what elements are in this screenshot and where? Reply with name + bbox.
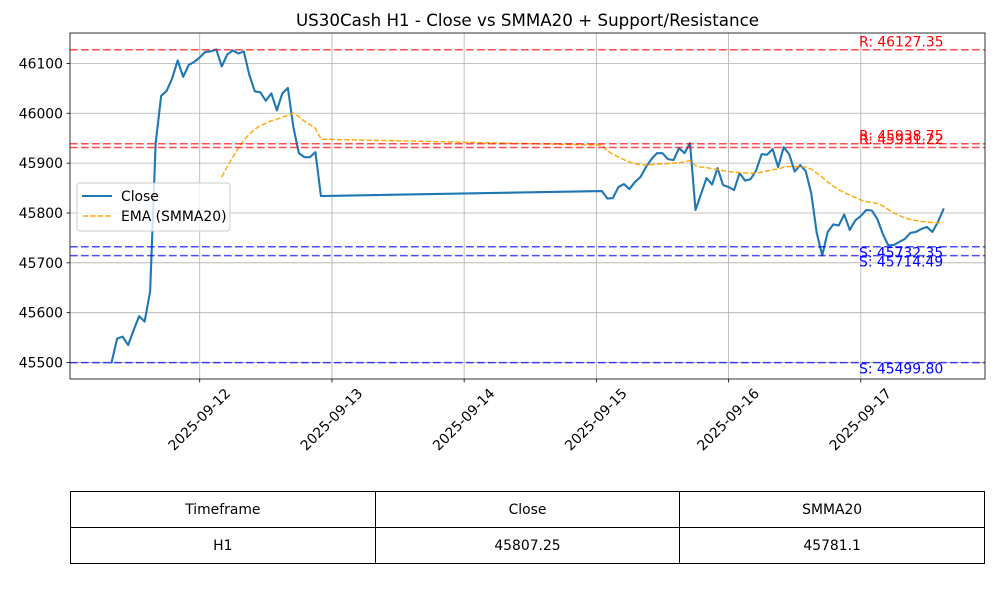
- table-header-row: Timeframe Close SMMA20: [70, 491, 985, 528]
- x-tick-label: 2025-09-14: [430, 386, 499, 455]
- ema-smma20-line: [221, 112, 944, 224]
- legend-close-label: Close: [121, 189, 159, 205]
- level-labels: R: 46127.35 R: 45938.75R: 45931.22 S: 4573…: [859, 34, 944, 377]
- y-tick-label: 45800: [19, 206, 63, 222]
- support-label: S: 45499.80: [859, 362, 943, 378]
- table-cell: 45807.25: [374, 527, 681, 564]
- plot-frame: [69, 32, 986, 380]
- support-resistance-lines: [70, 49, 985, 364]
- table-header-cell: Timeframe: [70, 491, 376, 528]
- close-line: [110, 48, 945, 364]
- y-tick-label: 46100: [19, 56, 63, 72]
- chart: 2025-09-12 2025-09-13 2025-09-14 2025-09-15…: [19, 10, 986, 455]
- y-tick-label: 45500: [19, 356, 63, 372]
- support-label: S: 45714.49: [859, 255, 943, 271]
- x-tick-label: 2025-09-16: [694, 386, 762, 454]
- legend: Close EMA (SMMA20): [76, 182, 231, 232]
- y-tick-label: 45900: [19, 156, 63, 172]
- table-cell: 45781.1: [679, 527, 985, 564]
- table-cell: H1: [70, 527, 376, 564]
- series-lines: [110, 48, 945, 364]
- x-tick-label: 2025-09-13: [298, 386, 366, 454]
- resistance-label: R: 46127.35: [859, 34, 944, 50]
- chart-title: US30Cash H1 - Close vs SMMA20 + Support/…: [296, 10, 759, 30]
- table-header-cell: SMMA20: [679, 491, 985, 528]
- resistance-label: R: 45938.75: [859, 128, 944, 144]
- legend-frame: [76, 182, 231, 232]
- y-tick-label: 45600: [19, 306, 63, 322]
- summary-table: Timeframe Close SMMA20 H1 45807.25 45781…: [70, 491, 985, 564]
- table-row: H1 45807.25 45781.1: [70, 527, 985, 564]
- resistance-label: R: 45931.22: [859, 132, 944, 148]
- x-tick-label: 2025-09-12: [166, 386, 234, 454]
- support-label: S: 45732.35: [859, 246, 943, 262]
- table-header-cell: Close: [374, 491, 681, 528]
- legend-smma20-label: EMA (SMMA20): [121, 209, 226, 225]
- y-tick-label: 46000: [19, 106, 63, 122]
- x-tick-label: 2025-09-15: [562, 386, 630, 454]
- x-tick-label: 2025-09-17: [827, 386, 895, 454]
- y-tick-label: 45700: [19, 256, 63, 272]
